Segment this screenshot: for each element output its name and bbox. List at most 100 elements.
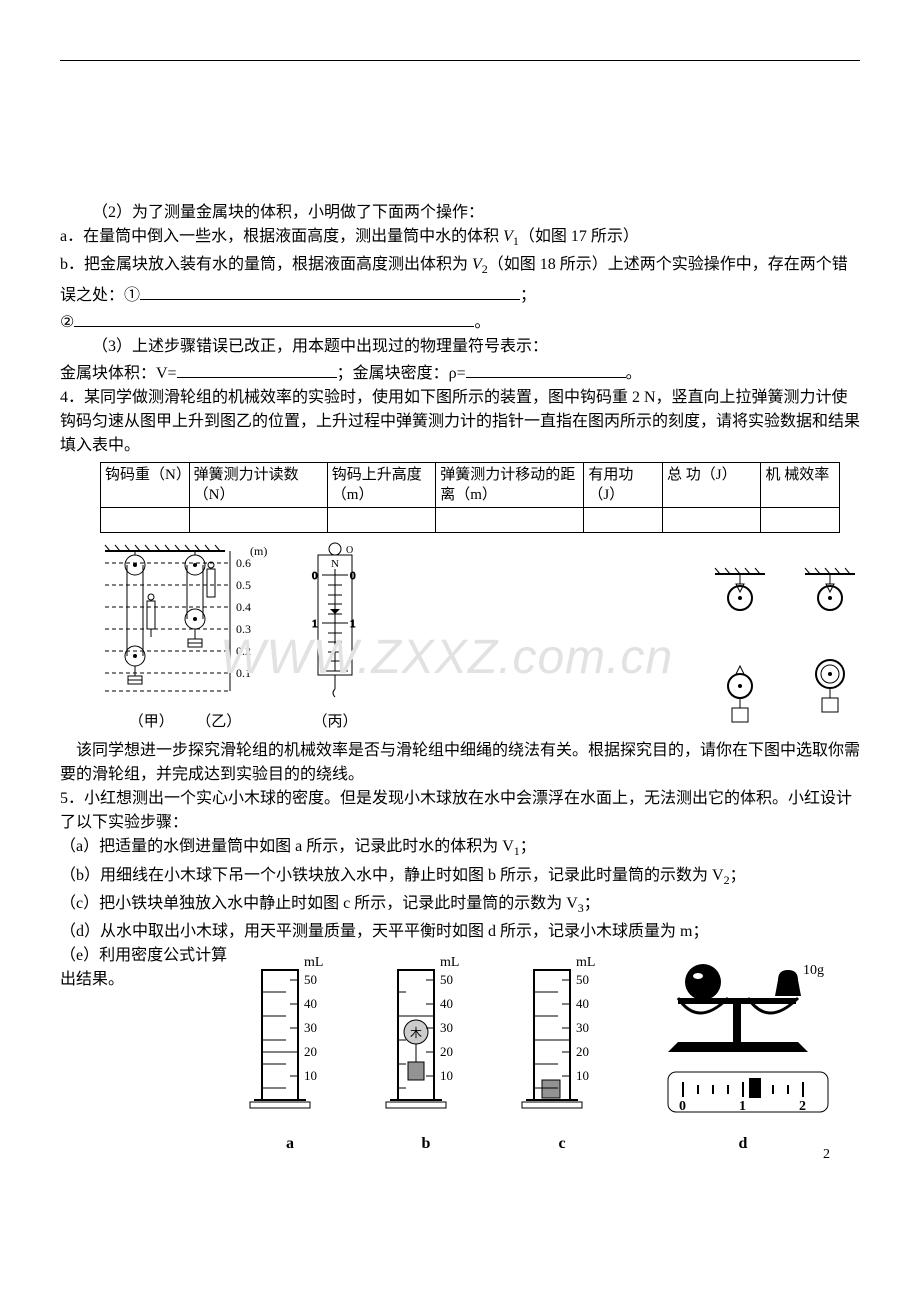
td-3[interactable] bbox=[436, 508, 584, 533]
svg-text:mL: mL bbox=[440, 955, 459, 970]
lbl-jia: （甲） bbox=[129, 714, 174, 730]
svg-text:20: 20 bbox=[440, 1044, 453, 1059]
q5-a: （a）把适量的水倒进量筒中如图 a 所示，记录此时水的体积为 V1； bbox=[60, 835, 860, 863]
td-0[interactable] bbox=[101, 508, 190, 533]
q2-a-pre: a．在量筒中倒入一些水，根据液面高度，测出量筒中水的体积 bbox=[60, 228, 503, 245]
svg-text:30: 30 bbox=[440, 1020, 453, 1035]
q2-p1: 。 bbox=[474, 314, 490, 331]
svg-text:0.3: 0.3 bbox=[236, 622, 251, 636]
svg-text:10: 10 bbox=[304, 1068, 317, 1083]
svg-text:0: 0 bbox=[679, 1099, 686, 1114]
svg-text:10: 10 bbox=[576, 1068, 589, 1083]
q2-step-b: b．把金属块放入装有水的量筒，根据液面高度测出体积为 V2（如图 18 所示）上… bbox=[60, 253, 860, 308]
q5-b-post: ； bbox=[730, 867, 746, 884]
svg-text:1: 1 bbox=[312, 618, 318, 630]
svg-text:50: 50 bbox=[440, 972, 453, 987]
cyl-a: mL 50 40 30 20 10 bbox=[240, 952, 340, 1153]
q5-a-post: ； bbox=[520, 838, 536, 855]
q2-heading: （2）为了测量金属块的体积，小明做了下面两个操作： bbox=[60, 201, 860, 225]
svg-text:50: 50 bbox=[304, 972, 317, 987]
cyl-b: mL 木 50 40 30 bbox=[376, 952, 476, 1153]
svg-text:0.6: 0.6 bbox=[236, 556, 251, 570]
q5-b-pre: （b）用细线在小木球下吊一个小铁块放入水中，静止时如图 b 所示，记录此时量筒的… bbox=[60, 867, 724, 884]
q5-b: （b）用细线在小木球下吊一个小铁块放入水中，静止时如图 b 所示，记录此时量筒的… bbox=[60, 864, 860, 892]
svg-text:0.4: 0.4 bbox=[236, 600, 251, 614]
svg-text:40: 40 bbox=[304, 996, 317, 1011]
fig-label-jiayi: （甲） （乙） bbox=[100, 710, 270, 731]
q5-d: （d）从水中取出小木球，用天平测量质量，天平平衡时如图 d 所示，记录小木球质量… bbox=[60, 920, 860, 944]
svg-text:2: 2 bbox=[799, 1099, 806, 1114]
q2-blank2-row: ②。 bbox=[60, 308, 860, 335]
td-2[interactable] bbox=[327, 508, 435, 533]
td-1[interactable] bbox=[189, 508, 327, 533]
q3-heading: （3）上述步骤错误已改正，用本题中出现过的物理量符号表示： bbox=[60, 335, 860, 359]
svg-text:1: 1 bbox=[350, 618, 356, 630]
svg-text:木: 木 bbox=[410, 1026, 422, 1040]
svg-text:0.5: 0.5 bbox=[236, 578, 251, 592]
svg-text:1: 1 bbox=[739, 1099, 746, 1114]
q5-c-post: ； bbox=[584, 895, 600, 912]
q2-sc1: ； bbox=[520, 287, 536, 304]
blank-1[interactable] bbox=[140, 281, 520, 300]
pulley-r1-svg bbox=[710, 566, 770, 726]
svg-text:0: 0 bbox=[350, 570, 356, 582]
q5-e: （e）利用密度公式计算出结果。 bbox=[60, 944, 240, 992]
svg-text:30: 30 bbox=[576, 1020, 589, 1035]
cyl-b-label: b bbox=[376, 1135, 476, 1153]
table-header-row: 钩码重（N） 弹簧测力计读数（N） 钩码上升高度（m） 弹簧测力计移动的距离（m… bbox=[101, 463, 840, 508]
blank-vol[interactable] bbox=[177, 359, 337, 378]
lbl-bing: （丙） bbox=[300, 710, 370, 731]
th-2: 钩码上升高度（m） bbox=[327, 463, 435, 508]
q3-sep: ；金属块密度：ρ= bbox=[337, 365, 466, 382]
q3-vol-label: 金属块体积：V= bbox=[60, 365, 177, 382]
cyl-c: mL 50 40 30 20 10 bbox=[512, 952, 612, 1153]
fig-jia-yi: (m) 0.6 0.5 0.4 0.3 0.2 0.1 （甲） （乙） bbox=[100, 541, 270, 731]
q2-b-pre: b．把金属块放入装有水的量筒，根据液面高度测出体积为 bbox=[60, 256, 472, 273]
page-number: 2 bbox=[823, 1147, 830, 1163]
td-6[interactable] bbox=[761, 508, 840, 533]
q2-b-var: V bbox=[472, 256, 482, 273]
fig-bing: O N 0 0 1 1 bbox=[300, 541, 370, 731]
q5-heading: 5．小红想测出一个实心小木球的密度。但是发现小木球放在水中会漂浮在水面上，无法测… bbox=[60, 787, 860, 835]
svg-text:mL: mL bbox=[304, 955, 323, 970]
svg-text:0.1: 0.1 bbox=[236, 666, 251, 680]
cyl-a-label: a bbox=[240, 1135, 340, 1153]
q5-c: （c）把小铁块单独放入水中静止时如图 c 所示，记录此时量筒的示数为 V3； bbox=[60, 892, 860, 920]
pulley-right-1 bbox=[710, 566, 770, 731]
table-data-row bbox=[101, 508, 840, 533]
q4-text2: 该同学想进一步探究滑轮组的机械效率是否与滑轮组中细绳的绕法有关。根据探究目的，请… bbox=[60, 739, 860, 787]
pulley-r2-svg bbox=[800, 566, 860, 726]
td-4[interactable] bbox=[584, 508, 663, 533]
svg-text:0: 0 bbox=[312, 570, 318, 582]
blank-2[interactable] bbox=[74, 308, 474, 327]
q3-line: 金属块体积：V= ；金属块密度：ρ= 。 bbox=[60, 359, 860, 386]
spring-scale-svg: O N 0 0 1 1 bbox=[300, 541, 370, 701]
th-3: 弹簧测力计移动的距离（m） bbox=[436, 463, 584, 508]
svg-text:20: 20 bbox=[576, 1044, 589, 1059]
svg-text:10: 10 bbox=[440, 1068, 453, 1083]
svg-text:40: 40 bbox=[576, 996, 589, 1011]
td-5[interactable] bbox=[662, 508, 760, 533]
svg-text:30: 30 bbox=[304, 1020, 317, 1035]
svg-text:O: O bbox=[346, 545, 353, 556]
th-5: 总 功（J） bbox=[662, 463, 760, 508]
th-6: 机 械效率 bbox=[761, 463, 840, 508]
cyl-d-label: d bbox=[648, 1135, 838, 1153]
q5-c-pre: （c）把小铁块单独放入水中静止时如图 c 所示，记录此时量筒的示数为 V bbox=[60, 895, 578, 912]
th-4: 有用功（J） bbox=[584, 463, 663, 508]
cylinder-row: mL 50 40 30 20 10 bbox=[240, 952, 860, 1153]
q2-c2: ② bbox=[60, 314, 74, 331]
svg-text:0.2: 0.2 bbox=[236, 644, 251, 658]
q4-table: 钩码重（N） 弹簧测力计读数（N） 钩码上升高度（m） 弹簧测力计移动的距离（m… bbox=[100, 462, 840, 533]
svg-text:mL: mL bbox=[576, 955, 595, 970]
svg-text:N: N bbox=[331, 558, 339, 570]
blank-rho[interactable] bbox=[466, 359, 626, 378]
q5-a-pre: （a）把适量的水倒进量筒中如图 a 所示，记录此时水的体积为 V bbox=[60, 838, 514, 855]
q4-text: 4．某同学做测滑轮组的机械效率的实验时，使用如下图所示的装置，图中钩码重 2 N… bbox=[60, 386, 860, 458]
q3-period: 。 bbox=[626, 365, 642, 382]
q2-a-var: V bbox=[503, 228, 513, 245]
svg-text:20: 20 bbox=[304, 1044, 317, 1059]
pulley-right-2 bbox=[800, 566, 860, 731]
lbl-yi: （乙） bbox=[196, 714, 241, 730]
svg-text:50: 50 bbox=[576, 972, 589, 987]
